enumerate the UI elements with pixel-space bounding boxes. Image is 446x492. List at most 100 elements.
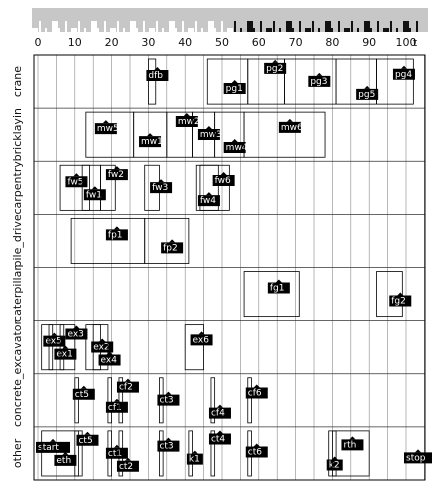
strip-mark: [77, 21, 80, 32]
strip-mark: [305, 28, 311, 32]
task-bar: [331, 430, 370, 477]
strip-mark: [272, 21, 275, 32]
task-label-pointer: [415, 449, 421, 453]
task-label-pointer: [253, 443, 260, 447]
strip-mark: [168, 21, 175, 32]
task-label-bg: [223, 83, 246, 94]
task-label-bg: [105, 401, 128, 413]
task-label-bg: [116, 381, 139, 393]
task-label-bg: [267, 282, 290, 294]
task-label-pointer: [397, 292, 404, 296]
strip-mark: [188, 28, 194, 32]
task-label: pg5: [358, 90, 375, 100]
x-tick-label: 80: [325, 36, 339, 49]
task-bar: [59, 324, 76, 371]
task-label-pointer: [165, 391, 172, 395]
task-label: ex1: [56, 350, 72, 360]
task-bar: [184, 324, 204, 371]
task-label: ct5: [78, 436, 92, 446]
strip-mark: [337, 21, 340, 32]
task-label-pointer: [216, 404, 223, 408]
task-label: fp2: [163, 243, 178, 253]
strip-mark: [331, 28, 333, 32]
strip-mark: [90, 21, 97, 32]
task-label: ex4: [101, 356, 118, 366]
task-label-pointer: [147, 133, 154, 137]
task-label-bg: [65, 176, 88, 188]
x-tick-label: 50: [215, 36, 229, 49]
strip-mark: [129, 21, 136, 32]
task-label-pointer: [272, 59, 279, 63]
task-label: ct5: [75, 390, 89, 400]
x-tick-label: 40: [178, 36, 192, 49]
lane-label-concrete: concrete_: [11, 373, 24, 427]
task-label: ex6: [193, 335, 210, 345]
task-label-pointer: [113, 166, 120, 170]
task-label: rth: [343, 440, 356, 450]
strip-mark: [292, 28, 294, 32]
x-tick-label: 10: [68, 36, 82, 49]
task-label: ct6: [248, 448, 262, 458]
task-label-bg: [208, 407, 231, 419]
task-bar: [376, 271, 403, 318]
task-label-pointer: [91, 186, 98, 190]
task-label-bg: [161, 242, 184, 254]
task-label-bg: [157, 394, 180, 406]
strip-mark: [318, 28, 320, 32]
task-label: cf2: [119, 383, 133, 393]
task-label-bg: [326, 459, 343, 471]
task-label-pointer: [154, 67, 161, 70]
strip-mark: [103, 21, 106, 32]
task-label-pointer: [62, 451, 69, 455]
strip-mark: [97, 28, 99, 32]
strip-mark: [214, 28, 216, 32]
task-label-bg: [105, 229, 128, 241]
task-label: mw3: [200, 130, 222, 140]
task-label-bg: [197, 129, 220, 140]
task-bar: [118, 430, 124, 477]
task-label: pg3: [310, 77, 327, 87]
strip-mark: [344, 28, 350, 32]
task-label-pointer: [349, 436, 356, 440]
task-label-bg: [36, 441, 70, 453]
task-label: eth: [56, 456, 71, 466]
task-label-bg: [208, 433, 231, 445]
task-label-pointer: [73, 325, 80, 329]
strip-mark: [266, 28, 272, 32]
task-label-pointer: [286, 118, 293, 122]
strip-mark: [51, 21, 58, 32]
task-label-bg: [197, 195, 220, 207]
task-label: cf1: [108, 403, 122, 413]
strip-mark: [84, 28, 86, 32]
task-label-bg: [392, 68, 415, 80]
task-label: fg2: [391, 297, 406, 307]
task-label: ct3: [159, 396, 173, 406]
strip-mark: [162, 28, 164, 32]
task-label-bg: [65, 328, 88, 340]
x-tick-label: 20: [105, 36, 119, 49]
task-bar: [199, 164, 230, 211]
x-tick-label: 70: [289, 36, 303, 49]
task-label-pointer: [205, 192, 212, 196]
lane-label-excavator: excavator: [11, 319, 24, 374]
strip-mark: [383, 28, 389, 32]
strip-mark: [194, 21, 197, 32]
task-label-pointer: [80, 385, 87, 389]
task-label-pointer: [183, 113, 190, 116]
task-label-bg: [76, 434, 99, 446]
task-label-bg: [278, 121, 301, 133]
strip-mark: [389, 21, 392, 32]
strip-mark: [233, 21, 236, 32]
task-label-pointer: [158, 179, 165, 183]
task-label-pointer: [62, 345, 69, 349]
task-label-pointer: [84, 431, 91, 435]
task-label: ex2: [93, 343, 109, 353]
task-bar: [118, 377, 124, 424]
strip-mark: [38, 21, 41, 32]
task-label-pointer: [113, 444, 120, 448]
task-label-pointer: [51, 332, 58, 336]
task-label-pointer: [231, 139, 238, 142]
task-label-pointer: [124, 457, 131, 461]
task-label-bg: [105, 169, 128, 181]
task-label-bg: [94, 123, 117, 135]
